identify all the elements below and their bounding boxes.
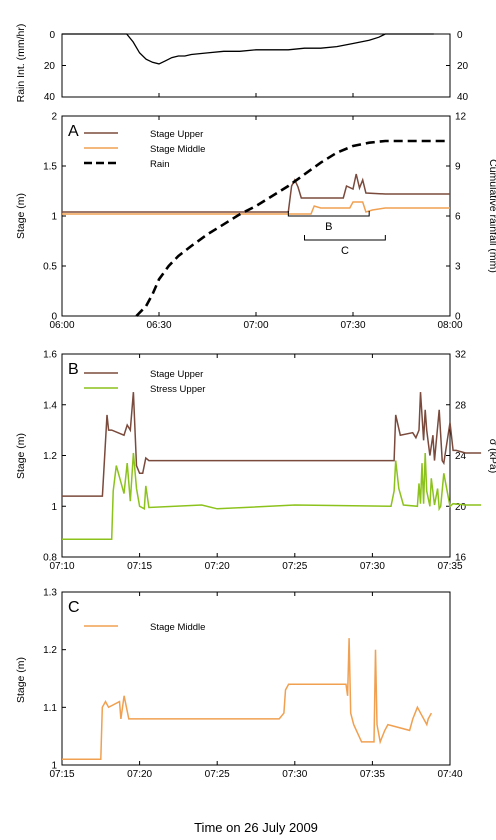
legend-c-stage-middle-label: Stage Middle [150,622,205,633]
panel-b-plot [62,392,482,540]
panel-c-y-ticklabel-3: 1.3 [43,588,57,599]
panel-a-y-ticklabel-4: 2 [51,112,57,123]
panel-rain-frame [61,33,451,98]
panel-a-plot [62,139,450,317]
panel-b-y-ticklabel-2: 1.2 [43,451,57,462]
rain-left-tick-20: 20 [44,61,56,72]
panel-c-legend: Stage Middle [84,622,205,633]
panel-c-xticklabel-4: 07:35 [360,769,385,780]
panel-a-xticklabel-2: 07:00 [243,320,268,331]
x-axis-title: Time on 26 July 2009 [194,820,318,835]
rain-right-tick-0: 0 [457,30,463,41]
panel-a-bracket-b-label: B [325,221,332,233]
rain-right-tick-40: 40 [457,92,469,103]
panel-a-label: A [68,123,79,140]
panel-b-xticklabel-2: 07:20 [205,561,230,572]
panel-a-xticklabel-0: 06:00 [49,320,74,331]
panel-a-bracket-c [304,235,386,241]
panel-b-legend: Stage Upper Stress Upper [84,369,205,395]
panel-b-y2-ticklabel-1: 20 [455,502,467,513]
panel-a: A Stage (m) Cumulative rainfall (mm) 0 0.… [15,112,496,332]
panel-a-bracket-b [287,211,370,217]
rain-intensity-ylabel: Rain Int. (mm/hr) [15,24,27,103]
panel-a-ticks: 0 0.5 1 1.5 2 0 3 6 9 12 06:00 06:30 07:00 07:30 08:00 [43,112,466,332]
panel-a-bracket-c-label: C [341,245,349,257]
rain-left-tick-40: 40 [44,92,56,103]
panel-a-ylabel: Stage (m) [15,193,27,239]
panel-a-xticklabel-3: 07:30 [340,320,365,331]
panel-c-ticks: 1 1.1 1.2 1.3 07:15 07:20 07:25 07:30 07:35 07:40 [43,588,463,781]
panel-b-y2-ticklabel-0: 16 [455,553,467,564]
panel-c-stage-middle-line [62,638,433,760]
panel-b-frame [61,353,451,558]
panel-b-stage-upper-line [62,392,482,497]
panel-rain-intensity: 0 20 40 0 20 40 Rain Int. (mm/hr) [15,24,469,103]
rain-intensity-line [62,33,434,65]
rain-left-tick-0: 0 [49,30,55,41]
rain-intensity-ticks: 0 20 40 0 20 40 [44,30,469,103]
panel-b-y2-ticklabel-2: 24 [455,451,467,462]
panel-b-y2-ticklabel-3: 28 [455,400,467,411]
panel-c-label: C [68,599,80,616]
legend-a-stage-middle-label: Stage Middle [150,144,205,155]
panel-b-xticklabel-1: 07:15 [127,561,152,572]
panel-b-xticklabel-4: 07:30 [360,561,385,572]
panel-a-y2-ticklabel-2: 6 [455,212,461,223]
panel-a-y-ticklabel-2: 1 [51,212,57,223]
panel-b-ticks: 0.8 1 1.2 1.4 1.6 16 20 24 28 32 07:10 07:15 07:20 07… [43,350,466,573]
panel-a-y2label: Cumulative rainfall (mm) [487,159,496,273]
panel-c-xticklabel-2: 07:25 [205,769,230,780]
panel-b-xticklabel-3: 07:25 [282,561,307,572]
panel-a-frame [61,115,451,317]
panel-c-xticklabel-3: 07:30 [282,769,307,780]
panel-b-y2label: σ (kPa) [487,439,496,473]
panel-c: C Stage (m) 1 1.1 1.2 1.3 07:15 07:20 07:25 07:… [15,588,463,781]
panel-b-y2-ticklabel-4: 32 [455,350,467,361]
panel-c-y-ticklabel-2: 1.2 [43,645,57,656]
panel-a-y-ticklabel-1: 0.5 [43,262,57,273]
panel-a-xticklabel-1: 06:30 [146,320,171,331]
panel-b-xticklabel-0: 07:10 [49,561,74,572]
panel-c-plot [62,638,433,760]
panel-c-xticklabel-0: 07:15 [49,769,74,780]
panel-b-y-ticklabel-1: 1 [51,502,57,513]
panel-a-y2-ticklabel-3: 9 [455,162,461,173]
panel-a-y-ticklabel-0: 0 [51,312,57,323]
panel-a-y2-ticklabel-1: 3 [455,262,461,273]
panel-a-y-ticklabel-3: 1.5 [43,162,57,173]
panel-a-stage-middle-line [62,201,450,215]
panel-b-xticklabel-5: 07:35 [437,561,462,572]
rain-right-tick-20: 20 [457,61,469,72]
legend-b-stage-upper-label: Stage Upper [150,369,203,380]
rain-intensity-plot [61,33,451,98]
panel-c-ylabel: Stage (m) [15,657,27,703]
panel-c-y-ticklabel-0: 1 [51,761,57,772]
legend-a-rain-label: Rain [150,159,170,170]
panel-a-legend: Stage Upper Stage Middle Rain [84,129,205,170]
panel-b-label: B [68,361,79,378]
panel-b-y-ticklabel-3: 1.4 [43,400,57,411]
panel-b-y-ticklabel-0: 0.8 [43,553,57,564]
panel-a-brackets: BC [287,211,386,257]
panel-c-xticklabel-5: 07:40 [437,769,462,780]
panel-c-xticklabel-1: 07:20 [127,769,152,780]
panel-c-y-ticklabel-1: 1.1 [43,703,57,714]
panel-a-rain-line [135,139,450,317]
panel-c-frame [61,591,451,766]
legend-a-stage-upper-label: Stage Upper [150,129,203,140]
panel-b-y-ticklabel-4: 1.6 [43,350,57,361]
panel-b-ylabel: Stage (m) [15,433,27,479]
panel-b: B Stage (m) σ (kPa) 0.8 1 1.2 1.4 1.6 16 20 24 2… [15,350,496,573]
panel-a-y2-ticklabel-0: 0 [455,312,461,323]
panel-a-y2-ticklabel-4: 12 [455,112,467,123]
panel-b-stress-upper-line [62,452,482,540]
panel-a-xticklabel-4: 08:00 [437,320,462,331]
panel-a-stage-upper-line [62,173,450,213]
legend-b-stress-upper-label: Stress Upper [150,384,205,395]
